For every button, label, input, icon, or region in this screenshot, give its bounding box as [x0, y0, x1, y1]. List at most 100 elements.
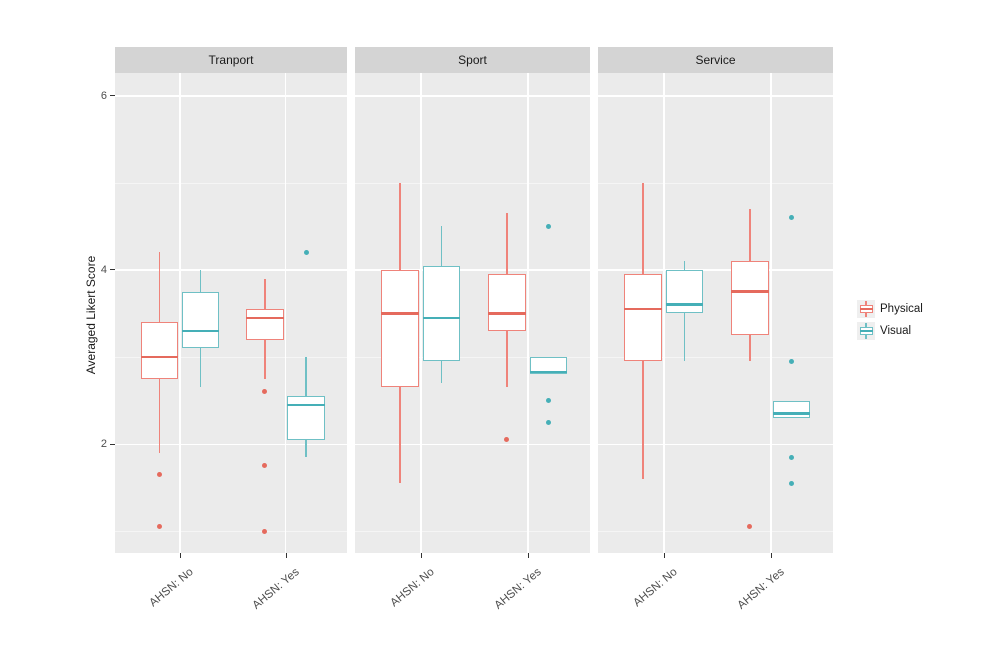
boxplot-box	[422, 265, 461, 362]
boxplot-median	[529, 370, 568, 374]
outlier-point	[747, 524, 753, 530]
facet-strip: Service	[598, 47, 833, 73]
y-tick-mark	[110, 443, 115, 445]
box-whisker-upper	[399, 182, 401, 270]
facet-strip-label: Sport	[458, 53, 487, 67]
boxplot-median	[731, 290, 769, 293]
y-tick-label: 6	[100, 89, 107, 102]
x-tick-mark	[420, 553, 422, 558]
box-whisker-lower	[642, 361, 644, 479]
gridline-minor-h	[598, 356, 833, 358]
boxplot-box	[731, 261, 769, 336]
box-whisker-upper	[158, 252, 161, 323]
facet-strip-label: Tranport	[208, 53, 254, 67]
outlier-point	[546, 223, 552, 229]
gridline-major-h	[598, 95, 833, 97]
box-whisker-upper	[642, 182, 644, 275]
x-tick-mark	[770, 553, 772, 558]
box-whisker-lower	[506, 330, 508, 388]
outlier-point	[262, 389, 268, 395]
box-whisker-upper	[749, 208, 751, 262]
boxplot-median	[381, 312, 419, 315]
legend-key	[857, 322, 875, 340]
legend-label: Visual	[880, 325, 912, 337]
box-whisker-upper	[440, 226, 443, 266]
outlier-point	[156, 472, 162, 478]
outlier-point	[303, 249, 309, 255]
outlier-point	[262, 528, 268, 534]
boxplot-box	[381, 269, 419, 388]
gridline-minor-h	[355, 531, 590, 533]
box-whisker-lower	[305, 439, 307, 458]
x-tick-mark	[663, 553, 665, 558]
gridline-minor-h	[355, 182, 590, 184]
gridline-major-h	[115, 95, 347, 97]
gridline-major-h	[115, 443, 347, 445]
boxplot-box	[624, 274, 662, 362]
facet-panel	[115, 73, 347, 553]
boxplot-median	[181, 329, 220, 333]
box-whisker-lower	[399, 387, 401, 484]
gridline-major-h	[598, 269, 833, 271]
x-tick-mark	[527, 553, 529, 558]
outlier-point	[156, 524, 162, 530]
boxplot-glyph-icon	[859, 308, 873, 310]
y-tick-mark	[110, 269, 115, 271]
y-tick-label: 4	[100, 263, 107, 276]
gridline-major-h	[598, 443, 833, 445]
boxplot-median	[140, 355, 178, 359]
outlier-point	[546, 419, 552, 425]
box-whisker-lower	[683, 313, 686, 362]
boxplot-median	[665, 303, 704, 306]
boxplot-median	[624, 307, 662, 311]
gridline-minor-h	[115, 531, 347, 533]
box-whisker-upper	[506, 213, 508, 275]
boxplot-box	[287, 396, 325, 440]
boxplot-box	[488, 274, 526, 331]
boxplot-box	[529, 356, 568, 375]
gridline-major-v	[770, 73, 772, 553]
outlier-point	[789, 454, 795, 460]
x-tick-label: AHSN: No	[631, 566, 680, 610]
gridline-major-h	[355, 95, 590, 97]
box-whisker-lower	[158, 378, 161, 453]
outlier-point	[789, 215, 795, 221]
gridline-major-v	[285, 73, 287, 553]
facet-strip: Sport	[355, 47, 590, 73]
boxplot-box	[246, 309, 284, 340]
y-tick-label: 2	[100, 438, 107, 451]
legend: Physical Visual	[850, 300, 980, 350]
gridline-major-h	[355, 269, 590, 271]
x-tick-mark	[285, 553, 287, 558]
legend-label: Physical	[880, 303, 923, 315]
boxplot-box	[772, 400, 811, 418]
gridline-major-h	[115, 269, 347, 271]
box-whisker-lower	[749, 335, 751, 362]
box-whisker-lower	[264, 339, 266, 379]
x-tick-label: AHSN: No	[147, 566, 196, 610]
gridline-major-v	[179, 73, 181, 553]
gridline-minor-h	[115, 182, 347, 184]
box-whisker-upper	[199, 269, 202, 292]
gridline-minor-h	[355, 356, 590, 358]
x-tick-label: AHSN: No	[388, 566, 437, 610]
gridline-minor-h	[115, 356, 347, 358]
y-tick-mark	[110, 95, 115, 97]
boxplot-median	[287, 403, 325, 407]
gridline-major-v	[527, 73, 529, 553]
gridline-major-v	[420, 73, 422, 553]
box-whisker-upper	[264, 278, 266, 310]
boxplot-median	[772, 412, 811, 415]
boxplot-median	[246, 316, 284, 320]
box-whisker-lower	[440, 361, 443, 384]
outlier-point	[789, 358, 795, 364]
x-tick-label: AHSN: Yes	[735, 566, 787, 612]
outlier-point	[504, 437, 510, 443]
outlier-point	[789, 480, 795, 486]
legend-key	[857, 300, 875, 318]
box-whisker-upper	[305, 356, 307, 397]
x-tick-label: AHSN: Yes	[249, 566, 302, 612]
facet-strip-label: Service	[695, 53, 736, 67]
boxplot-median	[488, 312, 526, 315]
